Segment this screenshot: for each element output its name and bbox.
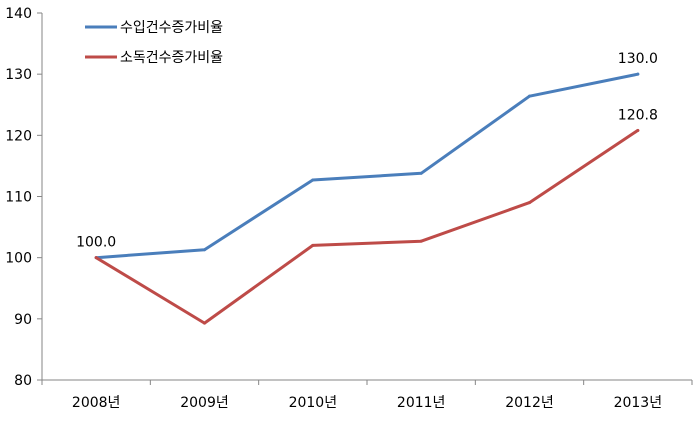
x-tick-label: 2011년 bbox=[397, 395, 446, 411]
series-line-0 bbox=[94, 72, 640, 260]
data-point bbox=[419, 239, 423, 243]
x-tick-label: 2010년 bbox=[289, 395, 338, 411]
data-point bbox=[311, 178, 315, 182]
y-tick-label: 110 bbox=[5, 190, 32, 206]
data-label: 100.0 bbox=[76, 235, 116, 251]
x-tick-label: 2012년 bbox=[505, 395, 554, 411]
legend-label: 수입건수증가비율 bbox=[120, 20, 223, 36]
x-tick-label: 2009년 bbox=[180, 395, 229, 411]
y-tick-label: 120 bbox=[5, 128, 32, 144]
data-point bbox=[311, 243, 315, 247]
data-point bbox=[636, 72, 640, 76]
y-tick-label: 130 bbox=[5, 67, 32, 83]
y-tick-label: 90 bbox=[14, 312, 32, 328]
data-point bbox=[203, 248, 206, 252]
data-labels: 100.0 130.0 120.8 bbox=[76, 51, 658, 251]
series-line-1 bbox=[94, 128, 640, 325]
y-tick-label: 100 bbox=[5, 251, 32, 267]
data-point bbox=[419, 171, 423, 175]
y-tick-label: 140 bbox=[5, 6, 32, 22]
data-label: 130.0 bbox=[618, 51, 658, 67]
data-point bbox=[636, 128, 640, 132]
y-tick-label: 80 bbox=[14, 373, 32, 389]
axes: 80 90 100 110 120 130 140 2008년 2009년 2010년 2011년 2… bbox=[5, 6, 693, 411]
x-tick-label: 2008년 bbox=[72, 395, 121, 411]
data-point bbox=[94, 256, 98, 260]
legend-label: 소독건수증가비율 bbox=[120, 50, 223, 66]
data-point bbox=[203, 321, 206, 325]
data-point bbox=[528, 201, 531, 205]
data-point bbox=[528, 94, 531, 98]
data-label: 120.8 bbox=[618, 107, 658, 123]
series-lines bbox=[94, 72, 640, 325]
x-tick-label: 2013년 bbox=[614, 395, 663, 411]
